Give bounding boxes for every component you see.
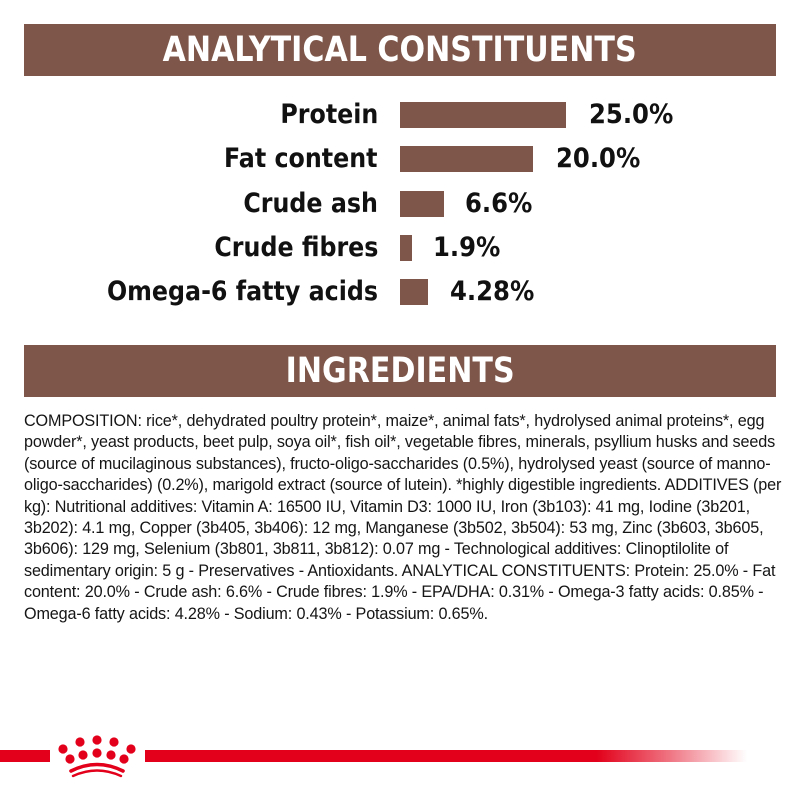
- analytical-constituents-title: ANALYTICAL CONSTITUENTS: [162, 30, 638, 70]
- ingredients-title: INGREDIENTS: [285, 351, 515, 391]
- bar-crude-ash: [400, 191, 444, 217]
- crown-icon: [58, 735, 136, 778]
- chart-row-crude-fibres: Crude fibres 1.9%: [0, 232, 800, 263]
- ingredients-composition-text: COMPOSITION: rice*, dehydrated poultry p…: [24, 412, 782, 623]
- row-value: 1.9%: [433, 232, 501, 263]
- row-value: 20.0%: [556, 143, 641, 174]
- bar-crude-fibres: [400, 235, 412, 261]
- row-value: 4.28%: [450, 276, 535, 307]
- chart-row-protein: Protein 25.0%: [0, 99, 800, 130]
- bar-protein: [400, 102, 566, 128]
- brand-line-right: [145, 750, 747, 762]
- row-value: 6.6%: [465, 188, 533, 219]
- row-label: Crude ash: [243, 188, 378, 219]
- chart-row-crude-ash: Crude ash 6.6%: [0, 188, 800, 219]
- row-label: Protein: [280, 99, 378, 130]
- brand-line-left: [0, 750, 50, 762]
- row-label: Fat content: [224, 143, 378, 174]
- row-label: Omega-6 fatty acids: [106, 276, 378, 307]
- bar-fat-content: [400, 146, 533, 172]
- ingredients-header: INGREDIENTS: [24, 345, 776, 397]
- chart-row-fat-content: Fat content 20.0%: [0, 143, 800, 174]
- brand-footer: [0, 730, 800, 780]
- bar-omega-6: [400, 279, 428, 305]
- row-label: Crude fibres: [213, 232, 378, 263]
- constituents-bar-chart: Protein 25.0% Fat content 20.0% Crude as…: [0, 0, 800, 330]
- analytical-constituents-header: ANALYTICAL CONSTITUENTS: [24, 24, 776, 76]
- chart-row-omega-6: Omega-6 fatty acids 4.28%: [0, 276, 800, 307]
- row-value: 25.0%: [589, 99, 674, 130]
